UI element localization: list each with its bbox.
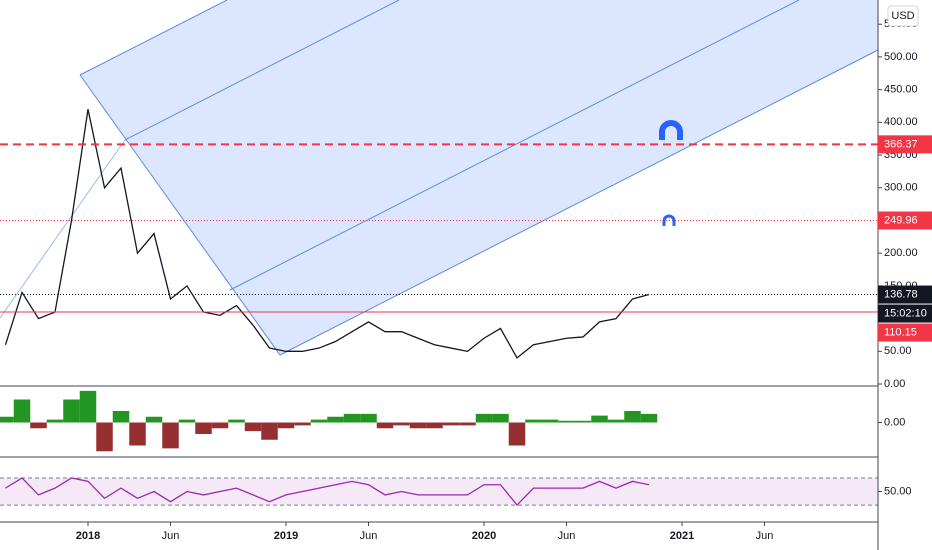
pitchfork-fill [80,0,878,355]
histogram-bar [360,413,377,423]
pitchfork-median [0,139,126,319]
histogram-bar [442,422,460,426]
histogram-bar [195,422,212,434]
y-tick-label: 200.00 [884,247,918,259]
x-tick-label: 2020 [472,530,496,542]
x-tick-label: Jun [558,530,576,542]
histogram-bar [244,422,262,432]
countdown-label: 15:02:10 [884,307,927,319]
rsi-band [0,477,878,506]
pitchfork-line [279,49,879,356]
histogram-bar [112,411,130,423]
magnet-icon[interactable] [659,120,683,140]
y-tick-label: 0.00 [884,416,905,428]
histogram-bar [525,419,542,423]
histogram-bar [475,413,493,423]
histogram-bar [541,419,559,423]
countdown-box [878,304,932,323]
histogram-bar [310,419,328,423]
histogram-bar [228,419,245,423]
price-label: 136.78 [884,288,918,300]
x-tick-label: 2018 [76,530,100,542]
histogram-bar [409,422,427,429]
histogram-bar [640,413,658,423]
price-label-box [878,211,932,230]
histogram-bar [607,419,625,423]
histogram-bar [591,415,608,423]
histogram-bar [211,422,229,429]
y-tick-label: 500.00 [884,51,918,63]
histogram-bar [343,413,361,423]
y-tick-label: 50.00 [884,485,912,497]
price-label-box [878,323,932,342]
histogram-bar [277,422,295,429]
x-tick-label: 2021 [670,530,694,542]
histogram-bar [96,422,113,452]
pitchfork-line [79,0,228,76]
rsi-line [5,477,650,507]
histogram-bar [459,422,476,426]
pitchfork-handle [79,74,281,356]
price-label-box [878,135,932,154]
histogram-bar [261,422,278,440]
histogram-bar [162,422,179,449]
histogram-bar [574,420,592,423]
histogram-bar [178,419,196,423]
price-label: 366.37 [884,138,918,150]
pitchfork-line [124,0,400,141]
currency-label: USD [891,10,914,22]
histogram-bar [376,422,394,429]
histogram-bar [129,422,146,446]
x-tick-label: 2019 [274,530,298,542]
histogram-bar [558,420,575,423]
x-tick-label: Jun [162,530,180,542]
x-tick-label: Jun [360,530,378,542]
price-label-box [878,285,932,304]
histogram-bar [624,411,641,423]
histogram-bar [294,422,311,426]
y-tick-label: 0.00 [884,378,905,390]
histogram-bar [508,422,526,446]
histogram-bar [492,413,509,423]
histogram-bar [0,416,14,423]
price-label: 249.96 [884,214,918,226]
histogram-bar [79,390,97,423]
histogram-bar [63,399,80,423]
histogram-bar [46,419,64,423]
price-label: 110.15 [884,326,917,338]
histogram-bar [30,422,47,429]
pitchfork [0,0,879,356]
price-line [4,109,650,359]
histogram-bar [327,416,344,423]
x-tick-label: Jun [756,530,774,542]
histogram-bar [13,399,31,423]
magnet-icon[interactable] [662,214,676,226]
y-tick-label: 400.00 [884,116,918,128]
histogram-bar [393,422,410,426]
currency-badge[interactable] [887,5,919,27]
y-tick-label: 50.00 [884,345,912,357]
histogram-bar [426,422,443,429]
y-tick-label: 450.00 [884,84,918,96]
y-tick-label: 300.00 [884,182,918,194]
histogram-bar [145,416,163,423]
